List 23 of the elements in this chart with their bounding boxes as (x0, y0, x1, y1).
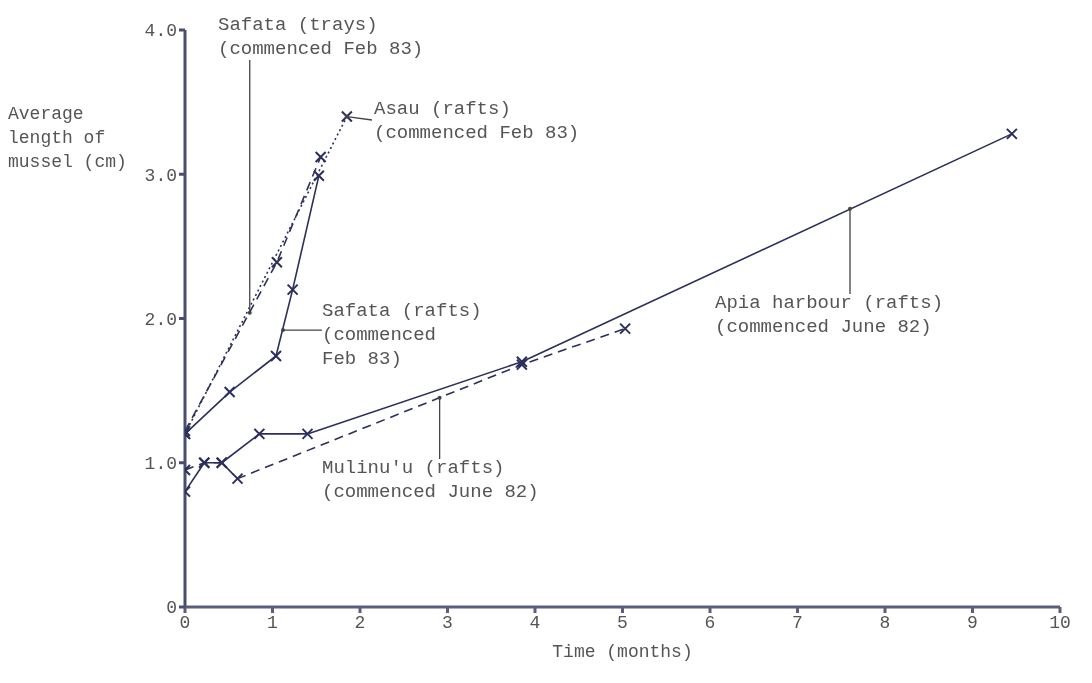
annotation: Apia harbour (rafts) (commenced June 82) (715, 292, 944, 338)
annotation: Asau (rafts) (commenced Feb 83) (374, 98, 580, 144)
x-tick-label: 7 (792, 612, 803, 633)
x-tick-label: 1 (267, 612, 278, 633)
y-tick-label: 3.0 (144, 165, 177, 186)
x-tick-label: 4 (529, 612, 541, 633)
y-tick-label: 1.0 (144, 454, 177, 475)
x-tick-label: 10 (1049, 612, 1071, 633)
annotation: Safata (trays) (commenced Feb 83) (218, 14, 424, 60)
annotation: Safata (rafts) (commenced Feb 83) (322, 300, 482, 370)
y-tick-label: 0 (166, 598, 177, 619)
x-tick-label: 9 (967, 612, 978, 633)
x-tick-label: 3 (442, 612, 453, 633)
x-axis-title: Time (months) (552, 642, 693, 662)
x-tick-label: 8 (879, 612, 891, 633)
x-tick-label: 0 (179, 612, 191, 633)
y-tick-label: 2.0 (144, 309, 177, 330)
x-tick-label: 5 (617, 612, 628, 633)
y-axis-title: Average length of mussel (cm) (8, 103, 128, 174)
x-tick-label: 2 (354, 612, 366, 633)
y-tick-label: 4.0 (144, 21, 177, 42)
annotation: Mulinu'u (rafts) (commenced June 82) (322, 457, 539, 503)
x-tick-label: 6 (704, 612, 716, 633)
